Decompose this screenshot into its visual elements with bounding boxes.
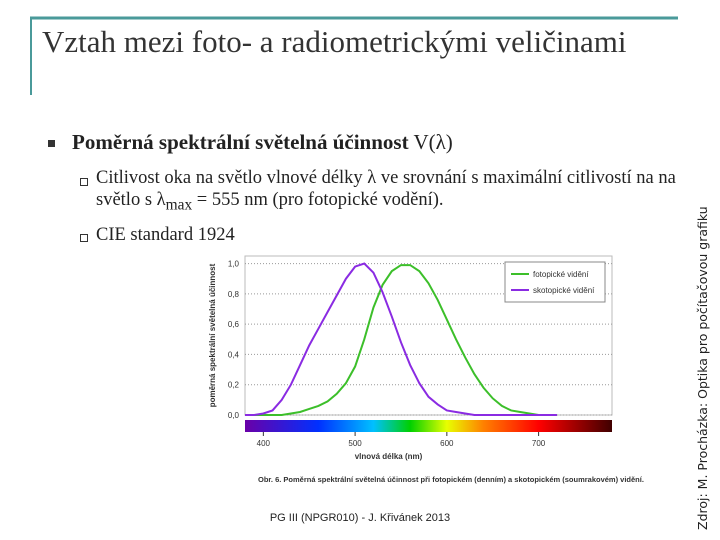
spectrum-strip bbox=[245, 420, 612, 432]
y-axis-label: poměrná spektrální světelná účinnost bbox=[208, 263, 217, 407]
sub-bullet: CIE standard 1924 bbox=[96, 224, 696, 246]
y-tick-label: 0,8 bbox=[228, 290, 240, 299]
sub-bullet-mark bbox=[80, 234, 88, 242]
bullet-bold: Poměrná spektrální světelná účinnost bbox=[72, 130, 409, 154]
y-tick-label: 0,6 bbox=[228, 320, 240, 329]
y-tick-label: 0,2 bbox=[228, 381, 240, 390]
caption: Obr. 6. Poměrná spektrální světelná účin… bbox=[258, 475, 644, 484]
x-tick-label: 400 bbox=[257, 439, 271, 448]
legend-label: fotopické vidění bbox=[533, 270, 589, 279]
slide-title: Vztah mezi foto- a radiometrickými velič… bbox=[42, 24, 627, 59]
y-tick-label: 0,0 bbox=[228, 411, 240, 420]
sub-bullet: Citlivost oka na světlo vlnové délky λ v… bbox=[96, 167, 696, 217]
x-tick-label: 500 bbox=[348, 439, 362, 448]
bullet-mark bbox=[48, 140, 55, 147]
bullet-rest: V(λ) bbox=[413, 130, 453, 154]
bullet: Poměrná spektrální světelná účinnost V(λ… bbox=[72, 130, 453, 155]
series-line bbox=[245, 264, 557, 416]
legend bbox=[504, 261, 606, 303]
sub-bullet-mark bbox=[80, 178, 88, 186]
subscript: max bbox=[165, 196, 193, 214]
legend-label: skotopické vidění bbox=[533, 286, 595, 295]
text: = 555 nm (pro fotopické vodění). bbox=[192, 190, 444, 210]
x-axis-label: vlnová délka (nm) bbox=[355, 452, 423, 461]
source-note: Zdroj: M. Procházka: Optika pro počítačo… bbox=[695, 206, 710, 530]
footer: PG III (NPGR010) - J. Křivánek 2013 bbox=[269, 512, 451, 524]
text: CIE standard 1924 bbox=[96, 225, 235, 245]
y-tick-label: 0,4 bbox=[228, 350, 240, 359]
text: Citlivost oka na světlo vlnové délky λ v… bbox=[96, 168, 676, 210]
series-line bbox=[245, 262, 557, 416]
y-tick-label: 1,0 bbox=[228, 260, 240, 269]
x-tick-label: 600 bbox=[440, 439, 454, 448]
x-tick-label: 700 bbox=[532, 439, 546, 448]
